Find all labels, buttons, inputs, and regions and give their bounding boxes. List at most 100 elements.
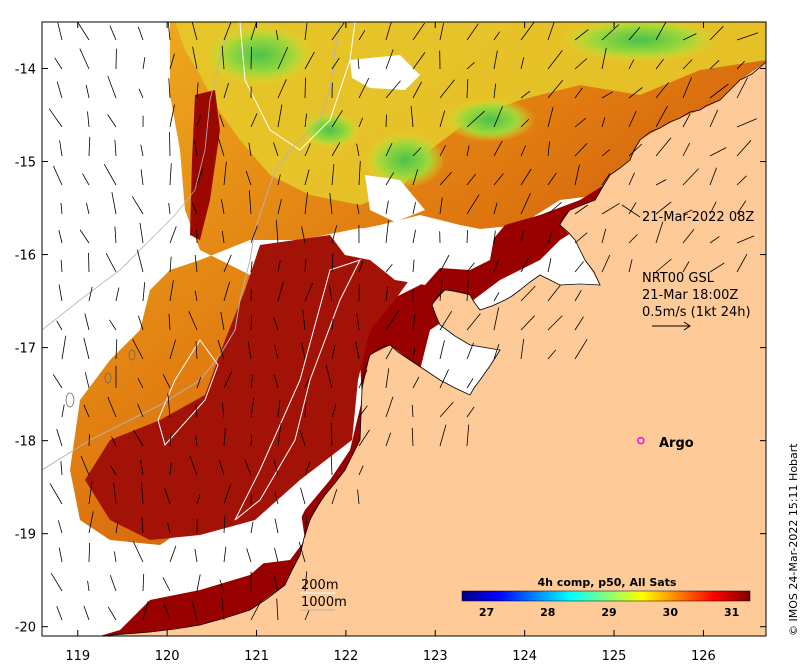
current-vector (655, 258, 672, 273)
current-vector (304, 609, 310, 621)
current-vector (331, 345, 336, 360)
current-vector (109, 319, 117, 331)
current-vector (196, 574, 201, 592)
current-vector (493, 173, 504, 186)
current-vector (574, 316, 584, 331)
current-vector (277, 104, 283, 128)
colorbar-title: 4h comp, p50, All Sats (538, 576, 677, 589)
current-vector (328, 284, 333, 302)
sst-green-patch-1 (205, 25, 315, 85)
current-vector (192, 46, 198, 70)
current-vector (115, 287, 120, 302)
current-vector (682, 168, 699, 186)
current-vector (358, 77, 370, 99)
current-vector (56, 81, 63, 99)
current-vector (274, 547, 279, 563)
current-vector (358, 117, 364, 128)
current-vector (302, 309, 306, 331)
current-vector (196, 114, 201, 128)
current-vector (628, 202, 637, 215)
current-vector (736, 77, 748, 99)
current-vector (331, 225, 338, 244)
current-vector (574, 143, 588, 157)
current-vector (357, 58, 360, 70)
current-vector (304, 22, 308, 41)
current-vector (655, 82, 670, 99)
plot-frame (41, 21, 767, 637)
current-vector (439, 79, 455, 99)
current-vector (628, 87, 643, 99)
current-vector (628, 26, 641, 41)
current-vector (574, 117, 587, 128)
current-vector (54, 57, 63, 70)
current-vector (276, 598, 279, 621)
current-vector (87, 580, 90, 592)
current-vector (304, 461, 311, 476)
current-vector (115, 521, 119, 534)
current-vector (56, 428, 63, 447)
current-vector (493, 105, 503, 128)
current-vector (169, 53, 175, 70)
current-vector (61, 335, 67, 360)
current-vector (77, 22, 90, 41)
current-vector (628, 172, 635, 186)
current-vector (574, 290, 582, 302)
current-vector (601, 149, 611, 157)
current-vector (223, 161, 227, 186)
current-vector (493, 83, 496, 99)
current-vector (142, 282, 146, 302)
current-vector (412, 22, 425, 41)
current-vector (167, 522, 171, 534)
current-vector (250, 315, 253, 331)
current-vector (331, 57, 340, 70)
current-vector (196, 167, 204, 186)
current-vector (547, 50, 563, 70)
current-vector (247, 341, 252, 360)
isobath-1000m (42, 22, 341, 471)
current-vector (331, 318, 334, 331)
current-vector (736, 140, 752, 157)
current-vector (412, 347, 416, 360)
current-vector (88, 286, 93, 302)
current-vector (601, 228, 607, 244)
current-vector (520, 90, 531, 99)
current-vector (169, 163, 172, 186)
current-vector (682, 33, 697, 41)
current-vector (56, 320, 63, 331)
current-vector (412, 229, 416, 244)
current-vector (83, 337, 90, 360)
current-vector (439, 279, 443, 302)
current-vector (277, 174, 281, 186)
current-vector (520, 57, 525, 70)
current-vector (50, 572, 63, 592)
current-vector (299, 430, 306, 447)
current-vector (682, 261, 690, 273)
argo-float-marker[interactable] (637, 436, 645, 445)
current-vector (412, 202, 416, 215)
current-vector (250, 22, 257, 41)
current-vector (274, 344, 279, 360)
current-vector (300, 487, 306, 505)
current-vector (142, 601, 149, 621)
current-vector (574, 58, 588, 70)
current-vector (221, 45, 225, 70)
current-vector (221, 402, 225, 418)
current-vector (574, 164, 580, 186)
current-vector (105, 253, 117, 273)
current-vector (412, 52, 426, 70)
current-vector (223, 254, 232, 273)
current-vector (169, 433, 172, 447)
current-vector (107, 75, 117, 99)
current-vector (466, 279, 469, 302)
current-vector (277, 399, 281, 418)
current-vector (355, 341, 360, 360)
current-vector (223, 515, 226, 534)
current-vector (547, 201, 562, 215)
colorbar-ticks: 27 28 29 30 31 (479, 606, 739, 619)
current-vector (58, 284, 63, 302)
current-vector (141, 517, 144, 534)
current-vector (107, 606, 117, 621)
current-vector (439, 340, 445, 360)
current-vector (88, 252, 90, 273)
current-vector (304, 77, 306, 99)
